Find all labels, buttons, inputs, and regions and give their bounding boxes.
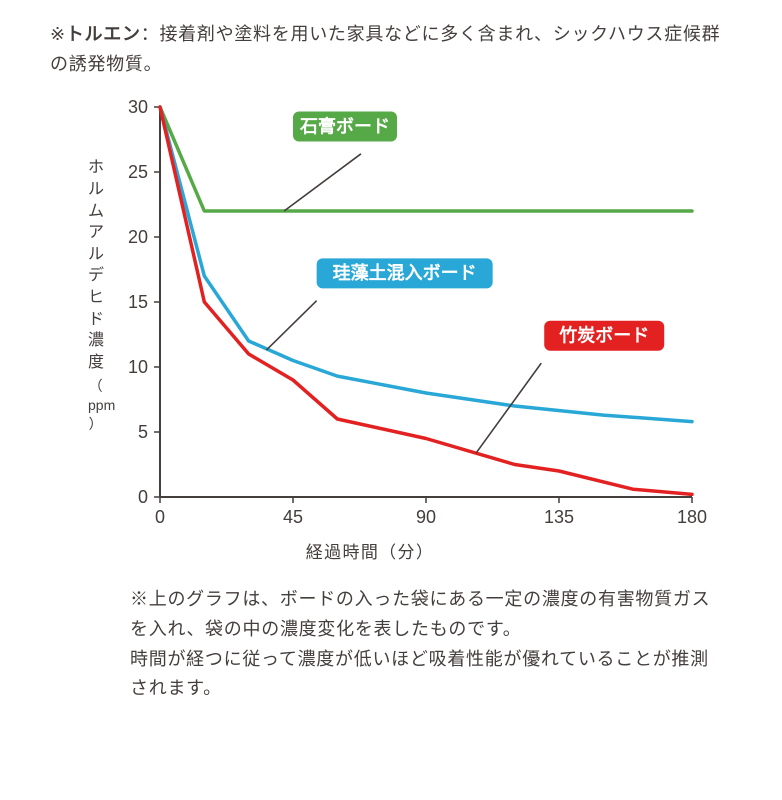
y-tick-label: 10	[128, 357, 148, 377]
top-note: ※トルエン：接着剤や塗料を用いた家具などに多く含まれ、シックハウス症候群の誘発物…	[50, 20, 732, 79]
y-label-char: ア	[88, 222, 104, 244]
y-tick-label: 25	[128, 162, 148, 182]
y-label-char: ル	[88, 244, 104, 266]
y-label-char: ホ	[88, 157, 104, 179]
y-axis-label: ホルムアルデヒド濃度 （ ppm ）	[88, 157, 104, 434]
legend-label: 竹炭ボード	[558, 325, 649, 346]
y-tick-label: 30	[128, 97, 148, 117]
x-tick-label: 180	[677, 507, 707, 527]
y-label-char: ド	[88, 309, 104, 331]
y-label-char: ル	[88, 179, 104, 201]
callout-line	[284, 154, 361, 211]
y-tick-label: 5	[138, 422, 148, 442]
x-tick-label: 45	[283, 507, 303, 527]
legend-label: 石膏ボード	[299, 116, 390, 137]
note-sep: ：	[141, 24, 160, 44]
series-line	[160, 107, 692, 494]
legend-label: 珪藻土混入ボード	[333, 263, 477, 284]
y-tick-label: 0	[138, 487, 148, 507]
y-label-char: 度	[88, 352, 104, 374]
y-unit-open: （	[89, 378, 104, 394]
x-tick-label: 135	[544, 507, 574, 527]
x-axis-label: 経過時間（分）	[30, 539, 710, 567]
y-label-char: ム	[88, 201, 104, 223]
bottom-note-p2: 時間が経つに従って濃度が低いほど吸着性能が優れていることが推測されます。	[130, 645, 712, 704]
callout-line	[266, 301, 316, 350]
series-line	[160, 107, 692, 211]
note-prefix: ※	[50, 24, 66, 44]
note-term: トルエン	[66, 24, 141, 44]
bottom-note-p1: ※上のグラフは、ボードの入った袋にある一定の濃度の有害物質ガスを入れ、袋の中の濃…	[130, 585, 712, 644]
y-label-char: ヒ	[88, 287, 104, 309]
y-tick-label: 20	[128, 227, 148, 247]
x-tick-label: 90	[416, 507, 436, 527]
y-unit-close: ）	[89, 416, 104, 432]
y-unit: ppm	[88, 397, 115, 413]
x-tick-label: 0	[155, 507, 165, 527]
y-tick-label: 15	[128, 292, 148, 312]
chart-svg: 0 45 90 135 180 0 5 10 15 20 25 30 石膏ボード珪藻土混入ボード竹炭ボー…	[30, 97, 710, 537]
chart: ホルムアルデヒド濃度 （ ppm ） 045901351800510152025…	[30, 97, 710, 567]
y-label-char: デ	[88, 265, 104, 287]
bottom-note: ※上のグラフは、ボードの入った袋にある一定の濃度の有害物質ガスを入れ、袋の中の濃…	[130, 585, 712, 704]
y-label-char: 濃	[88, 330, 104, 352]
